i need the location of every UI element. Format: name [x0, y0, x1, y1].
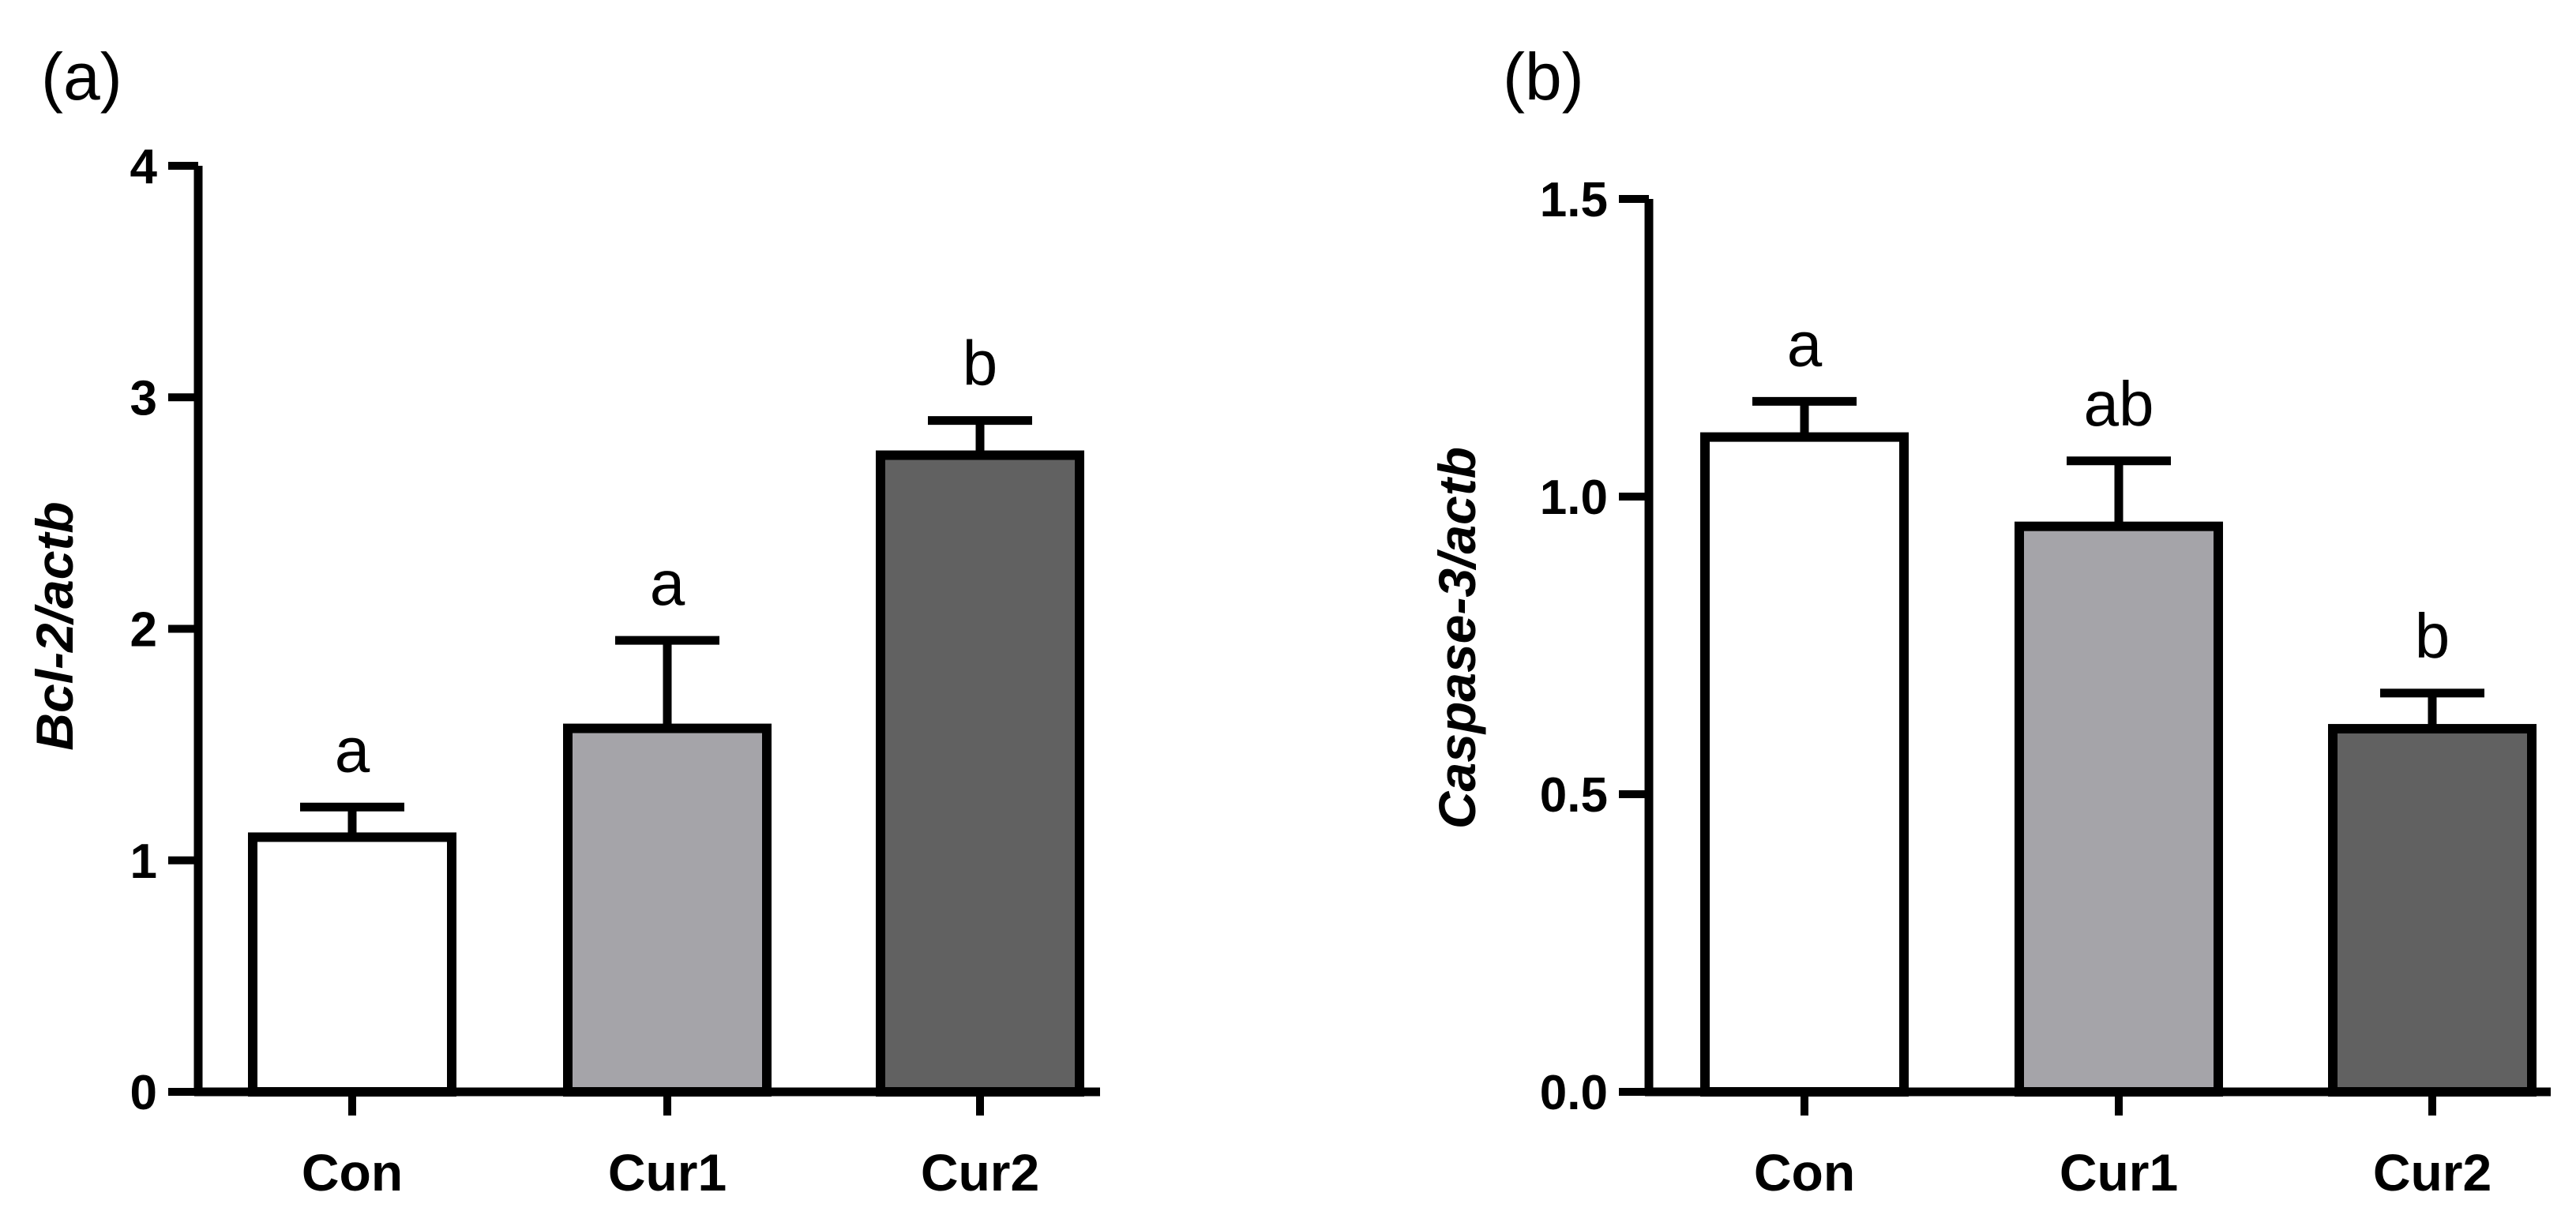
panel-b-bar-con: [1700, 432, 1909, 1097]
panel-a-label: (a): [41, 39, 122, 114]
panel-a-y-axis-label: Bcl-2/actb: [25, 501, 84, 750]
panel-a-y-tick-label: 1: [130, 834, 157, 889]
panel-b-y-tick-label: 0.0: [1540, 1066, 1608, 1120]
panel-b-category-cur1: Cur1: [2060, 1143, 2178, 1202]
panel-a-bar-cur1: [563, 723, 772, 1097]
panel-a-bar-cur2: [876, 450, 1084, 1097]
panel-b-y-axis-label: Caspase-3/actb: [1428, 447, 1486, 829]
panel-a-significance-con: a: [335, 714, 370, 785]
panel-a-category-cur1: Cur1: [608, 1143, 727, 1202]
panel-a-y-tick-label: 3: [130, 371, 157, 426]
panel-b-y-tick-label: 1.5: [1540, 173, 1608, 227]
panel-b-label: (b): [1503, 39, 1584, 114]
panel-b-significance-cur1: ab: [2084, 369, 2154, 439]
panel-a-y-tick-label: 4: [130, 140, 158, 194]
panel-a-category-con: Con: [302, 1143, 403, 1202]
panel-b-bar-cur2: [2328, 724, 2537, 1097]
panel-a-y-tick-label: 2: [130, 603, 157, 658]
chart-panel-b: (b) Caspase-3/actb 0.0 0.5 1.0 1.5 a ab b Con…: [1428, 39, 2551, 1202]
panel-a-y-tick-label: 0: [130, 1066, 157, 1120]
panel-b-y-tick-label: 1.0: [1540, 471, 1608, 525]
panel-a-category-cur2: Cur2: [921, 1143, 1039, 1202]
panel-a-bar-con: [248, 832, 456, 1097]
panel-a-significance-cur2: b: [963, 328, 998, 399]
panel-b-category-cur2: Cur2: [2373, 1143, 2492, 1202]
panel-b-significance-con: a: [1787, 309, 1823, 379]
panel-a-significance-cur1: a: [650, 548, 685, 618]
chart-panel-a: (a) Bcl-2/actb 0 1 2 3 4 a a b Con Cur1 Cur2: [25, 39, 1100, 1202]
panel-b-bar-cur1: [2015, 521, 2223, 1097]
panel-b-category-con: Con: [1754, 1143, 1855, 1202]
panel-b-y-tick-label: 0.5: [1540, 768, 1608, 823]
panel-b-significance-cur2: b: [2415, 601, 2450, 671]
